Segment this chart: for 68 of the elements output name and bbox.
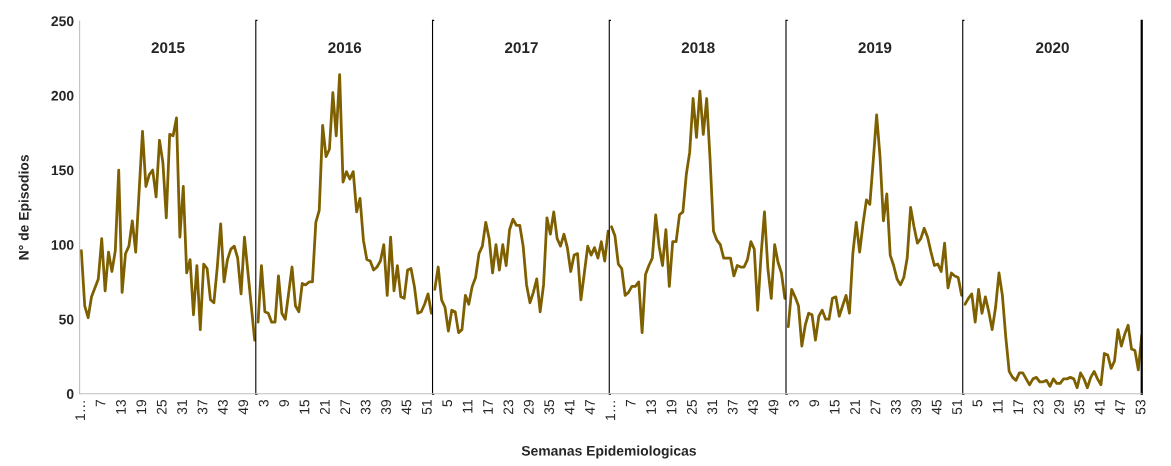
x-tick-label: 31 bbox=[707, 400, 718, 415]
x-tick-label: 11 bbox=[993, 400, 1003, 413]
x-tick-label: 25 bbox=[686, 399, 697, 415]
x-tick-label: 29 bbox=[523, 399, 534, 415]
x-tick-label: 49 bbox=[238, 399, 249, 415]
x-tick-label: 1… bbox=[605, 401, 616, 420]
x-tick-label: 5 bbox=[442, 399, 453, 407]
y-tick-label: 200 bbox=[51, 90, 74, 101]
x-tick-label: 15 bbox=[829, 399, 840, 414]
x-tick-label: 3 bbox=[258, 399, 269, 407]
x-tick-label: 39 bbox=[911, 399, 922, 415]
x-axis-title: Semanas Epidemiologicas bbox=[521, 445, 696, 459]
y-tick-label: 250 bbox=[51, 16, 74, 27]
x-tick-label: 9 bbox=[809, 399, 820, 407]
y-tick-label: 50 bbox=[59, 314, 74, 325]
x-tick-label: 13 bbox=[116, 399, 126, 414]
text: 2017 bbox=[505, 42, 538, 54]
x-tick-label: 19 bbox=[666, 399, 677, 414]
x-tick-label: 1… bbox=[75, 401, 85, 420]
x-tick-label: 9 bbox=[279, 399, 289, 407]
x-tick-label: 23 bbox=[503, 399, 514, 415]
x-tick-label: 29 bbox=[1054, 399, 1064, 415]
x-tick-label: 27 bbox=[340, 400, 351, 415]
y-axis-title: N° de Episodios bbox=[18, 155, 32, 260]
x-tick-label: 13 bbox=[646, 399, 657, 414]
x-tick-label: 33 bbox=[890, 399, 901, 415]
x-tick-label: 5 bbox=[972, 399, 983, 407]
text: 2019 bbox=[858, 42, 892, 54]
x-tick-label: 7 bbox=[95, 400, 106, 407]
x-tick-label: 17 bbox=[1013, 400, 1023, 414]
x-tick-label: 21 bbox=[850, 400, 860, 415]
y-tick-label: 150 bbox=[51, 165, 74, 176]
x-tick-label: 11 bbox=[462, 400, 473, 413]
x-tick-label: 27 bbox=[870, 400, 881, 415]
x-tick-label: 47 bbox=[585, 400, 595, 415]
x-tick-label: 47 bbox=[1115, 400, 1125, 415]
x-tick-label: 37 bbox=[727, 400, 738, 415]
x-tick-label: 45 bbox=[401, 399, 412, 415]
x-tick-label: 31 bbox=[177, 400, 188, 415]
x-tick-label: 15 bbox=[299, 399, 310, 414]
x-tick-label: 51 bbox=[952, 400, 962, 415]
x-tick-label: 7 bbox=[625, 400, 636, 407]
x-tick-label: 43 bbox=[748, 399, 758, 415]
y-tick-label: 100 bbox=[51, 239, 74, 250]
x-tick-label: 23 bbox=[1033, 399, 1044, 415]
text: 2015 bbox=[151, 42, 185, 54]
x-tick-label: 43 bbox=[217, 399, 228, 415]
x-tick-label: 25 bbox=[156, 399, 167, 415]
text: 2020 bbox=[1036, 42, 1069, 54]
x-tick-label: 39 bbox=[381, 399, 391, 415]
x-tick-label: 35 bbox=[1074, 399, 1085, 415]
text: 2016 bbox=[328, 42, 362, 54]
x-tick-label: 21 bbox=[319, 400, 330, 415]
x-tick-label: 51 bbox=[422, 400, 432, 415]
x-tick-label: 33 bbox=[360, 399, 371, 415]
x-tick-label: 41 bbox=[1094, 400, 1105, 415]
x-tick-label: 45 bbox=[931, 399, 942, 415]
line-series bbox=[79, 116, 257, 342]
x-tick-label: 49 bbox=[768, 399, 779, 415]
x-tick-label: 37 bbox=[197, 400, 208, 415]
x-tick-label: 53 bbox=[1135, 399, 1146, 415]
x-tick-label: 41 bbox=[564, 400, 575, 415]
x-tick-label: 3 bbox=[788, 399, 799, 407]
y-tick-label: 0 bbox=[66, 389, 74, 399]
x-tick-label: 19 bbox=[136, 399, 147, 414]
x-tick-label: 35 bbox=[544, 399, 555, 415]
text: 2018 bbox=[681, 42, 715, 54]
x-tick-label: 17 bbox=[483, 400, 493, 414]
